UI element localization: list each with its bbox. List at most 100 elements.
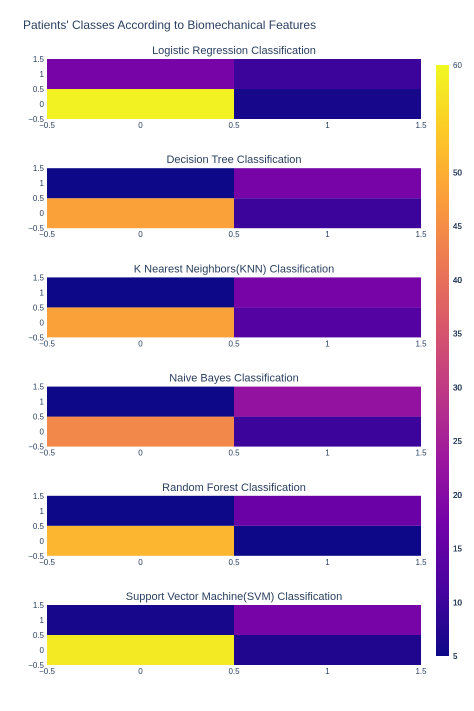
heatmap-cell	[47, 168, 234, 199]
colorbar-tick-label: 20	[453, 491, 462, 500]
colorbar-tick-label: 45	[453, 222, 462, 231]
colorbar-tick-label: 40	[453, 276, 462, 285]
subplot-title: Naive Bayes Classification	[169, 373, 299, 385]
y-tick-label: −0.5	[28, 661, 44, 670]
colorbar-tick-label: 25	[453, 437, 462, 446]
colorbar-tick-label: 30	[453, 383, 462, 392]
colorbar-tick-label: 10	[453, 598, 462, 607]
subplot-title: K Nearest Neighbors(KNN) Classification	[134, 263, 335, 275]
x-tick-label: −0.5	[39, 667, 55, 676]
colorbar-tick-label: 20	[453, 491, 462, 500]
heatmap-cell	[234, 277, 421, 308]
colorbar-tick-label: 15	[453, 545, 462, 554]
colorbar-tick-label: 60	[453, 61, 462, 70]
heatmap-cell	[47, 198, 234, 229]
heatmap-cell	[234, 198, 421, 229]
colorbar-tick-label: 30	[453, 383, 462, 392]
colorbar-tick-label: 20	[453, 491, 462, 500]
colorbar-tick-label: 50	[453, 168, 462, 177]
colorbar-tick-label: 40	[453, 276, 462, 285]
y-tick-label: 1	[40, 179, 45, 188]
x-tick-label: 1	[325, 667, 330, 676]
y-tick-label: 1	[40, 507, 45, 516]
chart-title: Patients' Classes According to Biomechan…	[23, 18, 317, 32]
x-tick-label: 0.5	[228, 121, 240, 130]
colorbar-tick-label: 5	[453, 652, 458, 661]
y-tick-label: 1.5	[33, 383, 45, 392]
colorbar-tick-label: 40	[453, 276, 462, 285]
x-tick-label: 0	[138, 230, 143, 239]
x-tick-label: 1	[325, 339, 330, 348]
colorbar-tick-label: 40	[453, 276, 462, 285]
heatmap-cell	[47, 525, 234, 556]
heatmap-panel: Decision Tree Classification 1.5 1 0.5 0 −0.5…	[28, 154, 427, 239]
x-tick-label: 1.5	[415, 449, 427, 458]
y-tick-label: 1.5	[33, 273, 45, 282]
y-tick-label: 1.5	[33, 601, 45, 610]
colorbar-tick-label: 10	[453, 598, 462, 607]
y-tick-label: 0	[40, 318, 45, 327]
y-tick-label: −0.5	[28, 443, 44, 452]
heatmap-cell	[234, 416, 421, 447]
x-tick-label: 1	[325, 449, 330, 458]
colorbar-tick-label: 30	[453, 383, 462, 392]
y-tick-label: 1	[40, 70, 45, 79]
y-tick-label: 1	[40, 398, 45, 407]
subplot-title: Logistic Regression Classification	[152, 45, 316, 57]
heatmap-cell	[47, 277, 234, 308]
heatmap-cell	[234, 307, 421, 338]
x-tick-label: 1.5	[415, 558, 427, 567]
colorbar-tick-label: 5	[453, 652, 458, 661]
y-tick-label: 1	[40, 616, 45, 625]
heatmap-cell	[234, 386, 421, 417]
y-tick-label: 0	[40, 100, 45, 109]
heatmap-cell	[47, 605, 234, 635]
colorbar-tick-label: 20	[453, 491, 462, 500]
colorbar-tick-label: 35	[453, 330, 462, 339]
colorbar-tick-label: 25	[453, 437, 462, 446]
y-tick-label: 1.5	[33, 492, 45, 501]
x-tick-label: 1.5	[415, 230, 427, 239]
heatmap-cell	[234, 89, 421, 119]
subplot-title: Decision Tree Classification	[166, 154, 301, 166]
x-tick-label: −0.5	[39, 558, 55, 567]
y-tick-label: 0.5	[33, 85, 45, 94]
heatmap-panel: K Nearest Neighbors(KNN) Classification 1…	[28, 263, 427, 348]
colorbar-tick-label: 30	[453, 383, 462, 392]
colorbar-gradient	[436, 65, 449, 656]
colorbar-tick-label: 20	[453, 491, 462, 500]
x-tick-label: 1.5	[415, 667, 427, 676]
x-tick-label: −0.5	[39, 339, 55, 348]
y-tick-label: 0.5	[33, 413, 45, 422]
x-tick-label: 0	[138, 558, 143, 567]
y-tick-label: −0.5	[28, 333, 44, 342]
x-tick-label: 0.5	[228, 667, 240, 676]
colorbar-tick-label: 40	[453, 276, 462, 285]
colorbar-tick-label: 30	[453, 383, 462, 392]
x-tick-label: −0.5	[39, 121, 55, 130]
heatmap-panel: Random Forest Classification 1.5 1 0.5 0 −0.5…	[28, 482, 427, 567]
colorbar-tick-label: 35	[453, 330, 462, 339]
heatmap-cell	[234, 605, 421, 635]
y-tick-label: 0	[40, 428, 45, 437]
x-tick-label: 0	[138, 667, 143, 676]
colorbar-tick-label: 10	[453, 598, 462, 607]
heatmap-cell	[47, 635, 234, 665]
x-tick-label: 0.5	[228, 558, 240, 567]
colorbar-tick-label: 35	[453, 330, 462, 339]
x-tick-label: 0.5	[228, 339, 240, 348]
x-tick-label: 0	[138, 449, 143, 458]
colorbar-tick-label: 45	[453, 222, 462, 231]
colorbar-tick-label: 20	[453, 491, 462, 500]
colorbar-tick-label: 25	[453, 437, 462, 446]
colorbar-tick-label: 10	[453, 598, 462, 607]
y-tick-label: 1	[40, 288, 45, 297]
x-tick-label: 0.5	[228, 449, 240, 458]
x-tick-label: 0	[138, 121, 143, 130]
x-tick-label: 1	[325, 230, 330, 239]
heatmap-cell	[47, 386, 234, 417]
y-tick-label: 0.5	[33, 303, 45, 312]
colorbar-tick-label: 50	[453, 168, 462, 177]
colorbar-tick-label: 15	[453, 545, 462, 554]
